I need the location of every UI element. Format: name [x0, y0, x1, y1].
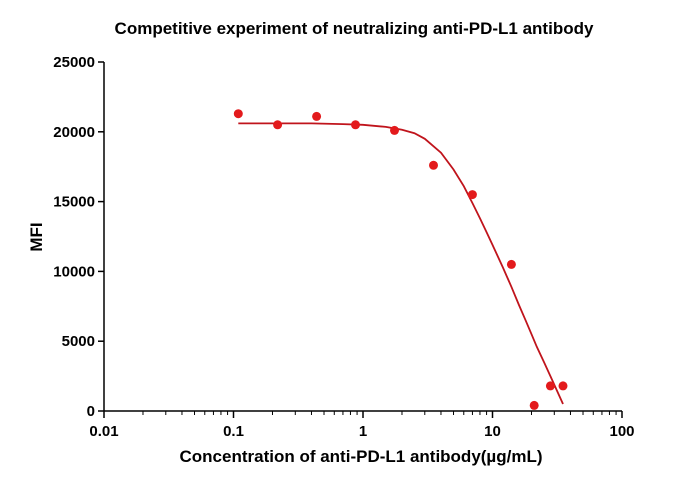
y-tick-label: 20000	[53, 124, 95, 141]
x-tick-label: 100	[609, 423, 634, 440]
x-tick-label: 10	[484, 423, 501, 440]
axes: 0 5000 10000 15000 20000 25000 0.01 0.1 1 10 100	[53, 54, 634, 440]
y-axis-label: MFI	[27, 222, 46, 251]
data-point	[233, 109, 243, 119]
fit-curve	[238, 122, 564, 405]
y-tick-label: 5000	[62, 333, 95, 350]
data-point	[558, 381, 568, 391]
data-point	[351, 120, 360, 130]
x-tick-label: 0.01	[89, 423, 118, 440]
data-points	[233, 109, 568, 410]
data-point	[312, 111, 322, 121]
data-point	[506, 259, 516, 269]
y-tick-label: 25000	[53, 54, 95, 71]
fit-curve-line	[238, 122, 564, 405]
data-point	[429, 160, 438, 170]
y-tick-label: 15000	[53, 194, 95, 211]
x-tick-label: 0.1	[223, 423, 244, 440]
data-point	[529, 400, 539, 410]
x-axis-label: Concentration of anti-PD-L1 antibody(µg/…	[180, 447, 543, 466]
y-tick-label: 10000	[53, 263, 95, 280]
chart-title: Competitive experiment of neutralizing a…	[115, 19, 594, 38]
data-point	[545, 381, 555, 391]
data-point	[273, 120, 283, 130]
data-point	[390, 125, 399, 135]
data-point	[467, 190, 477, 200]
x-tick-label: 1	[359, 423, 367, 440]
y-tick-label: 0	[87, 403, 95, 420]
